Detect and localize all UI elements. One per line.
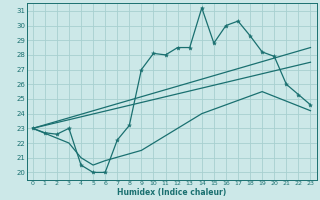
X-axis label: Humidex (Indice chaleur): Humidex (Indice chaleur) xyxy=(117,188,226,197)
